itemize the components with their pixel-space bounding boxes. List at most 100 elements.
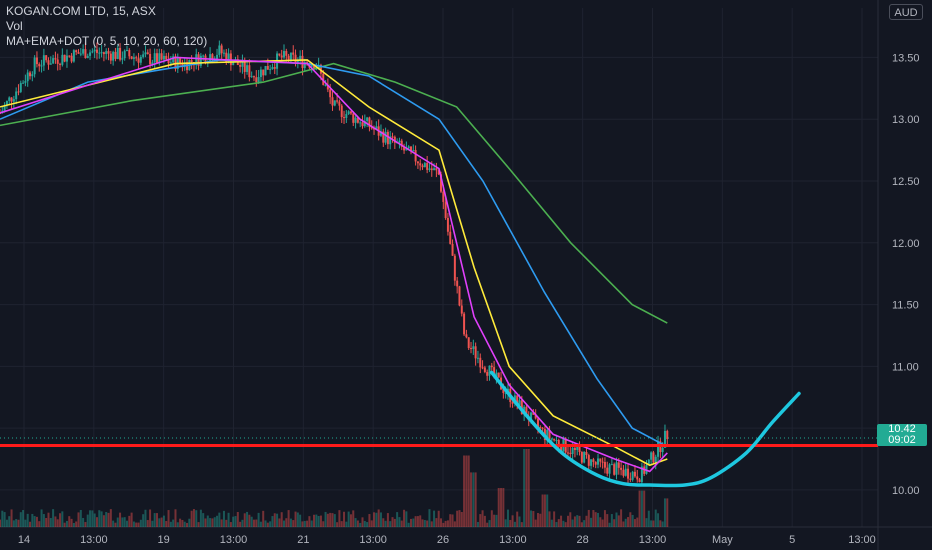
volume-bar xyxy=(61,511,64,527)
volume-bar xyxy=(548,511,551,527)
x-tick-label: 13:00 xyxy=(499,534,527,546)
candle-body xyxy=(195,54,198,66)
candle-body xyxy=(119,47,122,60)
volume-bar xyxy=(657,513,660,527)
volume-bar xyxy=(280,512,283,527)
volume-indicator-label[interactable]: Vol xyxy=(6,19,23,33)
candle-body xyxy=(77,52,80,54)
volume-bar xyxy=(65,520,68,527)
volume-bar xyxy=(502,488,505,527)
volume-bar xyxy=(206,515,209,527)
candle-body xyxy=(638,479,641,483)
volume-bar xyxy=(428,509,431,527)
candle-body xyxy=(601,461,604,463)
volume-bar xyxy=(513,521,516,527)
volume-bar xyxy=(77,512,80,527)
candle-body xyxy=(8,97,11,101)
volume-bar xyxy=(654,509,657,527)
candle-body xyxy=(495,372,498,377)
volume-bar xyxy=(26,513,29,527)
volume-bar xyxy=(633,519,636,527)
volume-bar xyxy=(186,522,189,527)
candle-body xyxy=(502,389,505,394)
volume-bar xyxy=(474,472,477,527)
volume-bar xyxy=(123,517,126,527)
candle-body xyxy=(105,51,108,55)
candle-body xyxy=(627,468,630,479)
volume-bar xyxy=(610,514,613,527)
volume-bar xyxy=(451,514,454,527)
currency-badge[interactable]: AUD xyxy=(889,4,923,20)
volume-bar xyxy=(483,515,486,527)
volume-bar xyxy=(652,520,655,527)
candle-body xyxy=(349,111,352,114)
volume-bar xyxy=(144,509,147,527)
volume-bar xyxy=(666,498,669,527)
volume-bar xyxy=(557,519,560,527)
symbol-title[interactable]: KOGAN.COM LTD, 15, ASX xyxy=(6,4,156,18)
ma-indicator-label[interactable]: MA+EMA+DOT (0, 5, 10, 20, 60, 120) xyxy=(6,34,208,48)
volume-bar xyxy=(566,515,569,527)
candle-body xyxy=(587,455,590,466)
volume-bar xyxy=(91,510,94,527)
candle-body xyxy=(398,140,401,143)
volume-bar xyxy=(444,520,447,527)
volume-bar xyxy=(389,521,392,527)
candle-body xyxy=(546,429,549,441)
volume-bar xyxy=(650,520,653,527)
volume-bar xyxy=(343,511,346,527)
volume-bar xyxy=(119,512,122,527)
current-price-value: 10.42 xyxy=(888,423,916,435)
volume-bar xyxy=(273,513,276,527)
candle-body xyxy=(661,447,664,453)
candle-body xyxy=(599,458,602,462)
candle-body xyxy=(631,471,634,480)
volume-bar xyxy=(38,521,41,527)
volume-bar xyxy=(333,514,336,527)
candle-body xyxy=(336,100,339,102)
candle-body xyxy=(483,367,486,373)
volume-bar xyxy=(606,514,609,527)
volume-bar xyxy=(121,517,124,527)
candle-body xyxy=(557,439,560,447)
volume-bar xyxy=(306,520,309,527)
volume-bar xyxy=(426,520,429,527)
volume-bar xyxy=(393,518,396,527)
candle-body xyxy=(497,372,500,378)
volume-bar xyxy=(370,520,373,527)
volume-bar xyxy=(603,510,606,527)
candle-body xyxy=(160,53,163,60)
candle-body xyxy=(135,57,138,59)
volume-bar xyxy=(659,520,662,527)
x-tick-label: 5 xyxy=(789,534,795,546)
volume-bar xyxy=(322,521,325,527)
candle-body xyxy=(615,462,618,475)
candle-body xyxy=(269,69,272,71)
candle-body xyxy=(31,74,34,77)
candle-body xyxy=(444,201,447,218)
candle-body xyxy=(373,128,376,130)
candle-body xyxy=(610,464,613,466)
x-tick-label: 14 xyxy=(18,534,30,546)
candle-body xyxy=(650,452,653,460)
x-tick-label: 28 xyxy=(577,534,589,546)
cup-pattern-curve[interactable] xyxy=(489,370,801,488)
candle-body xyxy=(412,150,415,152)
volume-bar xyxy=(259,521,262,527)
candle-body xyxy=(262,69,265,76)
volume-bar xyxy=(405,511,408,527)
volume-bar xyxy=(359,522,362,527)
volume-bar xyxy=(169,521,172,527)
candle-body xyxy=(310,65,313,68)
volume-bar xyxy=(349,514,352,527)
volume-bar xyxy=(580,522,583,527)
volume-bar xyxy=(527,449,530,527)
volume-bar xyxy=(463,455,466,527)
volume-bar xyxy=(486,522,489,527)
candle-body xyxy=(82,49,85,54)
candle-body xyxy=(98,52,101,54)
volume-bar xyxy=(467,455,470,527)
volume-bar xyxy=(458,510,461,527)
volume-bar xyxy=(500,488,503,527)
